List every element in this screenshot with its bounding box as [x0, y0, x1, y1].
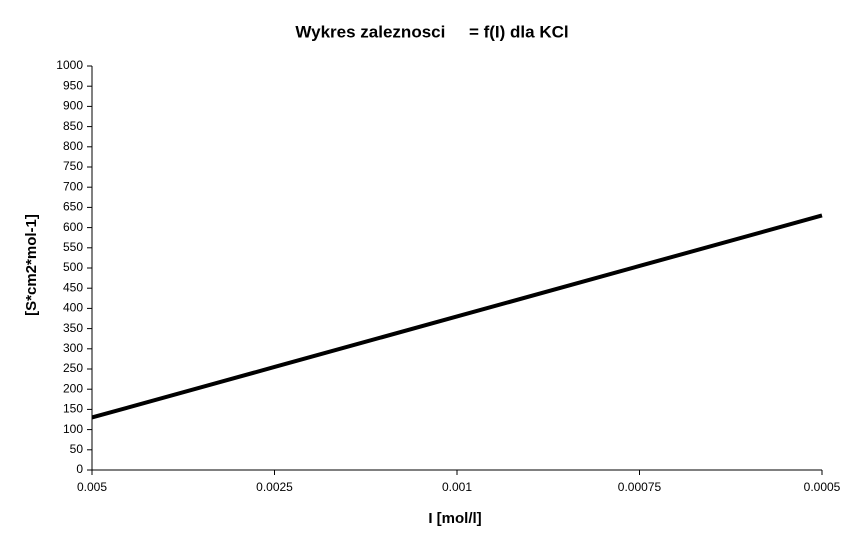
y-tick-label: 1000	[56, 58, 83, 72]
x-tick-label: 0.0025	[256, 480, 293, 494]
y-tick-label: 50	[70, 442, 84, 456]
y-tick-label: 900	[63, 99, 83, 113]
y-tick-label: 100	[63, 422, 83, 436]
y-tick-label: 800	[63, 139, 83, 153]
y-tick-label: 300	[63, 341, 83, 355]
y-tick-label: 0	[76, 462, 83, 476]
y-tick-label: 250	[63, 361, 83, 375]
x-tick-label: 0.005	[77, 480, 107, 494]
x-axis-title: I [mol/l]	[428, 510, 481, 527]
y-tick-label: 600	[63, 220, 83, 234]
y-tick-label: 150	[63, 402, 83, 416]
y-tick-label: 650	[63, 200, 83, 214]
x-tick-label: 0.001	[442, 480, 472, 494]
y-tick-label: 200	[63, 381, 83, 395]
y-tick-label: 450	[63, 280, 83, 294]
y-tick-label: 500	[63, 260, 83, 274]
x-tick-label: 0.0005	[804, 480, 841, 494]
data-line	[91, 213, 823, 420]
y-tick-label: 350	[63, 321, 83, 335]
x-tick-label: 0.00075	[618, 480, 662, 494]
y-tick-label: 400	[63, 301, 83, 315]
y-tick-label: 950	[63, 78, 83, 92]
y-tick-label: 700	[63, 179, 83, 193]
y-tick-label: 850	[63, 119, 83, 133]
chart-title: Wykres zaleznosci = f(I) dla KCl	[295, 22, 568, 41]
y-tick-label: 550	[63, 240, 83, 254]
y-axis-title: [S*cm2*mol-1]	[23, 214, 40, 316]
y-tick-label: 750	[63, 159, 83, 173]
